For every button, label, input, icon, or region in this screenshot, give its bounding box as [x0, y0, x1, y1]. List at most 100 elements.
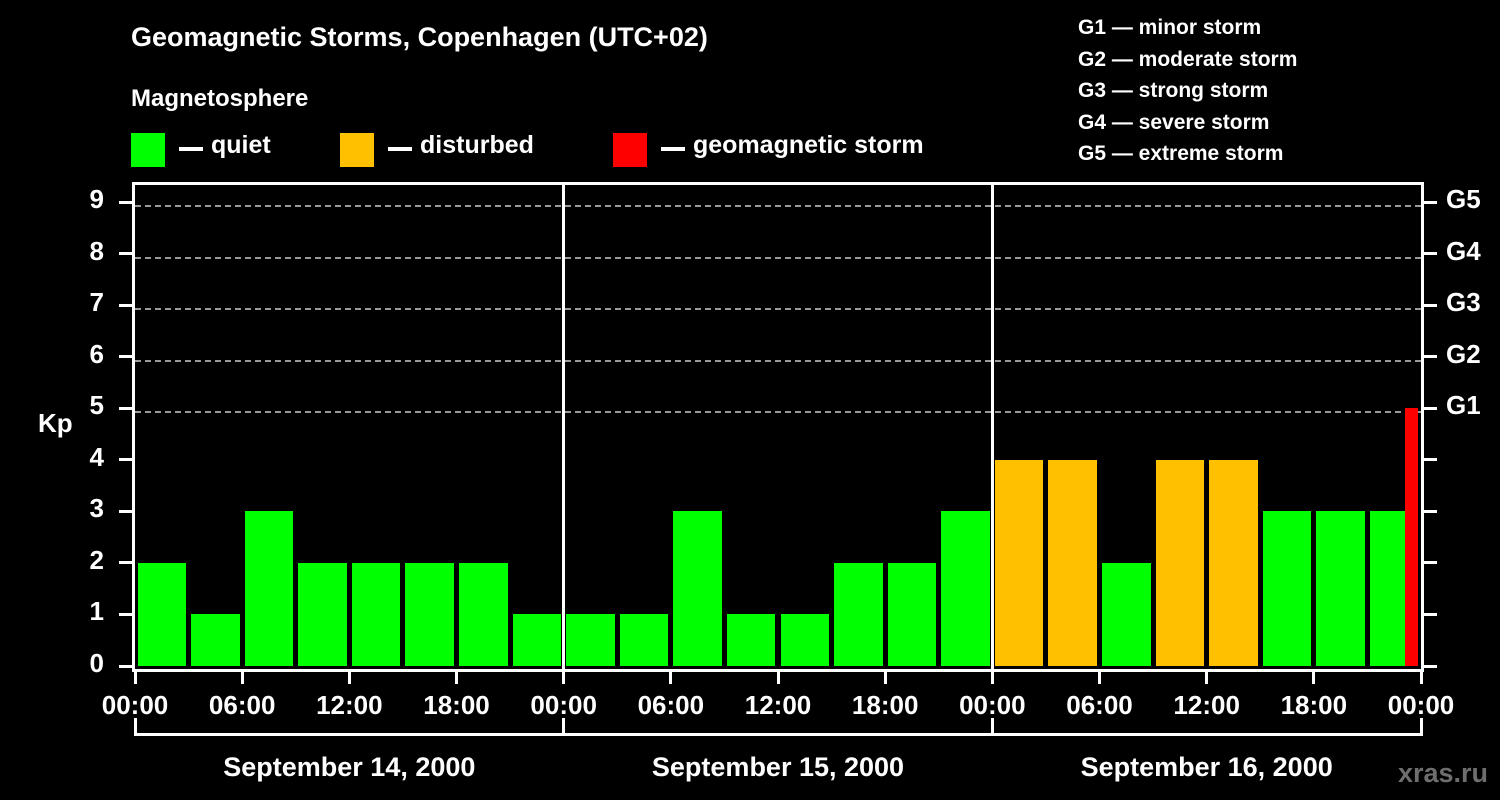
g-scale-line: G5 — extreme storm [1078, 142, 1284, 165]
y-tick [119, 664, 132, 668]
g-tick-label: G5 [1446, 184, 1481, 214]
legend-swatch-storm [613, 133, 647, 167]
legend-label: disturbed [420, 131, 534, 159]
x-tick [133, 672, 137, 684]
kp-bar [726, 614, 776, 666]
gridline [135, 359, 1421, 362]
kp-bar [298, 562, 347, 666]
day-bracket-tick [562, 718, 566, 736]
y-tick [119, 406, 132, 410]
y-tick-label: 9 [89, 184, 104, 214]
g-minor-tick [1424, 561, 1437, 565]
x-tick-label: 06:00 [1066, 690, 1133, 720]
kp-bar [459, 562, 508, 666]
day-bracket-line [563, 733, 993, 736]
kp-bar [673, 511, 722, 666]
kp-bar [191, 614, 240, 666]
g-minor-tick [1424, 664, 1437, 668]
legend-dash [179, 147, 203, 151]
y-tick-label: 1 [89, 596, 104, 627]
kp-bar [994, 459, 1044, 666]
kp-bar [137, 562, 187, 666]
x-tick-label: 06:00 [637, 690, 705, 720]
x-tick-label: 06:00 [208, 690, 276, 720]
g-tick-label: G1 [1446, 390, 1481, 421]
legend-dash [661, 147, 685, 151]
x-tick-label: 18:00 [851, 690, 919, 720]
x-tick-label: 18:00 [423, 690, 490, 720]
x-tick-label: 00:00 [959, 690, 1026, 720]
x-tick-label: 12:00 [316, 690, 383, 720]
x-tick [776, 672, 780, 684]
y-tick-label: 0 [89, 648, 104, 678]
g-tick-label: G4 [1446, 235, 1481, 266]
gridline [135, 205, 1421, 207]
g-scale-legend: G1 — minor storm G2 — moderate storm G3 — … [1078, 12, 1297, 170]
y-tick [119, 561, 132, 565]
x-tick-label: 00:00 [530, 690, 597, 720]
x-tick [347, 672, 351, 684]
x-tick [562, 672, 566, 684]
x-tick [669, 672, 673, 684]
day-bracket-tick [133, 718, 137, 736]
gridline [135, 308, 1421, 311]
day-bracket-tick [990, 718, 994, 736]
gridline [135, 256, 1421, 259]
g-tick-label: G2 [1446, 338, 1481, 369]
y-tick [119, 612, 132, 616]
g-scale-line: G4 — severe storm [1078, 110, 1270, 134]
g-tick [1424, 303, 1437, 307]
legend-label: geomagnetic storm [693, 131, 924, 159]
y-axis-label: Kp [38, 408, 73, 438]
kp-bar [780, 614, 830, 666]
x-tick-label: 18:00 [1280, 690, 1348, 720]
g-tick [1424, 252, 1437, 256]
kp-bar [1209, 459, 1258, 666]
legend-label: quiet [211, 131, 271, 159]
y-tick [119, 303, 132, 307]
y-tick [119, 252, 132, 256]
kp-bar [244, 511, 294, 666]
kp-bar [941, 511, 990, 666]
kp-bar [512, 614, 562, 666]
x-tick-label: 12:00 [1173, 690, 1240, 720]
kp-bar [619, 614, 669, 666]
day-label: September 15, 2000 [651, 752, 905, 782]
y-tick [119, 200, 132, 204]
x-tick [1098, 672, 1101, 684]
y-tick-label: 6 [89, 338, 104, 369]
y-tick-label: 8 [89, 235, 104, 266]
chart-subtitle: Magnetosphere [131, 85, 309, 112]
y-tick-label: 4 [89, 441, 104, 472]
kp-bar [1102, 562, 1151, 666]
day-separator [562, 185, 566, 669]
legend-swatch-disturbed [340, 133, 374, 167]
plot-area [132, 182, 1424, 672]
y-tick [119, 458, 132, 462]
x-tick-label: 00:00 [1387, 690, 1455, 720]
kp-bar [887, 562, 937, 666]
storm-marker-bar [1405, 408, 1418, 666]
page-title: Geomagnetic Storms, Copenhagen (UTC+02) [131, 22, 708, 52]
x-tick [1205, 672, 1209, 684]
g-scale-line: G3 — strong storm [1078, 79, 1269, 102]
kp-bar [834, 562, 883, 666]
day-label: September 16, 2000 [1080, 752, 1333, 782]
watermark: xras.ru [1397, 758, 1488, 788]
kp-bar [1048, 459, 1097, 666]
day-bracket-tick [1419, 718, 1423, 736]
x-tick-label: 12:00 [744, 690, 812, 720]
kp-bar [1155, 459, 1205, 666]
legend-dash [388, 147, 412, 151]
day-separator [990, 185, 994, 669]
kp-bar [405, 562, 454, 666]
x-tick [990, 672, 994, 684]
g-scale-line: G1 — minor storm [1078, 16, 1262, 39]
kp-bar [566, 614, 615, 666]
y-tick-label: 7 [89, 287, 104, 318]
x-tick [1419, 672, 1423, 684]
g-scale-line: G2 — moderate storm [1078, 47, 1298, 71]
y-tick-label: 2 [89, 544, 104, 575]
x-tick [883, 672, 887, 684]
